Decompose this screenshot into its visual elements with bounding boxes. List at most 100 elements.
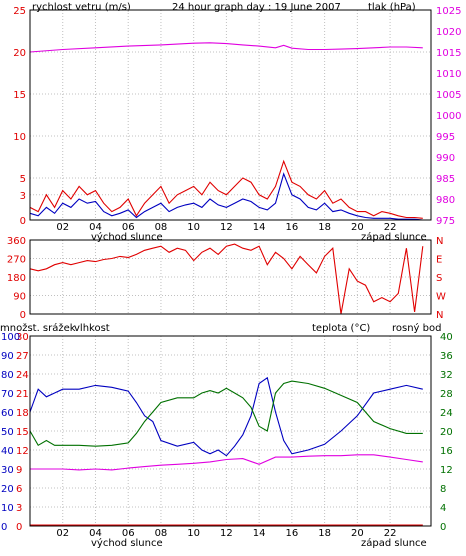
humidity-x-tick-label: 02 (56, 528, 69, 539)
wind-speed-axis-label: rychlost vetru (m/s) (32, 2, 131, 13)
humidity-tick-label: 40 (1, 446, 14, 457)
rain-tick-label: 21 (16, 389, 29, 400)
rain-tick-label: 6 (16, 484, 22, 495)
rain-tick-label: 27 (16, 351, 29, 362)
pressure-tick-label: 990 (436, 153, 455, 164)
humidity-x-tick-label: 22 (384, 528, 397, 539)
pressure-tick-label: 985 (436, 174, 455, 185)
humidity-tick-label: 50 (1, 427, 14, 438)
sunset-label-bottom: západ slunce (361, 537, 427, 549)
wind-speed-tick-label: 20 (13, 48, 26, 59)
wind-x-tick-label: 08 (155, 222, 168, 233)
humidity-panel-grid (30, 336, 431, 526)
direction-panel-frame (29, 239, 432, 315)
humidity-tick-label: 10 (1, 503, 14, 514)
rain-tick-label: 0 (16, 522, 22, 533)
rain-tick-label: 18 (16, 408, 29, 419)
temperature-tick-label: 16 (440, 446, 453, 457)
pressure-tick-label: 1025 (436, 6, 461, 17)
rain-tick-label: 9 (16, 465, 22, 476)
humidity-tick-label: 70 (1, 389, 14, 400)
direction-panel-degree-ticks: 0 90 180 270 360 (7, 236, 26, 321)
wind-panel-x-ticks: 02 04 06 08 10 12 14 16 18 20 22 (56, 222, 396, 233)
direction-tick-label: 90 (13, 292, 26, 303)
temperature-ticks: 0 4 8 12 16 20 24 28 32 36 40 (440, 332, 453, 533)
dewpoint-axis-label: rosný bod (392, 322, 441, 334)
wind-speed-tick-label: 0 (20, 216, 26, 227)
humidity-tick-label: 80 (1, 370, 14, 381)
humidity-tick-label: 90 (1, 351, 14, 362)
series-dewpoint-line (30, 454, 423, 471)
pressure-tick-label: 1010 (436, 69, 461, 80)
wind-x-tick-label: 06 (122, 222, 135, 233)
sunrise-label-bottom: východ slunce (91, 537, 163, 549)
pressure-tick-label: 975 (436, 216, 455, 227)
wind-x-tick-label: 10 (187, 222, 200, 233)
wind-x-tick-label: 18 (318, 222, 331, 233)
temperature-tick-label: 4 (440, 503, 446, 514)
humidity-x-tick-label: 08 (155, 528, 168, 539)
humidity-tick-label: 0 (1, 522, 7, 533)
rain-axis-label: množst. srážek (0, 322, 76, 334)
series-temperature-line (29, 380, 423, 447)
temperature-tick-label: 12 (440, 465, 453, 476)
wind-x-tick-label: 12 (220, 222, 233, 233)
wind-panel-frame (29, 9, 432, 221)
temperature-tick-label: 32 (440, 370, 453, 381)
sunset-label: západ slunce (361, 231, 427, 243)
series-humidity-line (29, 376, 423, 457)
compass-label: N (436, 310, 443, 321)
temperature-tick-label: 20 (440, 427, 453, 438)
humidity-tick-label: 30 (1, 465, 14, 476)
wind-speed-tick-label: 3 (20, 191, 26, 202)
wind-speed-tick-label: 25 (13, 6, 26, 17)
temperature-tick-label: 40 (440, 332, 453, 343)
humidity-x-tick-label: 14 (253, 528, 266, 539)
humidity-x-tick-label: 04 (89, 528, 102, 539)
series-gust-line (29, 159, 423, 219)
direction-panel-grid (30, 240, 431, 314)
direction-tick-label: 360 (7, 236, 26, 247)
wind-speed-tick-label: 10 (13, 132, 26, 143)
pressure-tick-label: 1000 (436, 111, 461, 122)
sunrise-label: východ slunce (91, 231, 163, 243)
rain-tick-label: 24 (16, 370, 29, 381)
wind-x-tick-label: 14 (253, 222, 266, 233)
wind-panel-left-ticks: 0 3 5 10 15 20 25 (13, 6, 26, 227)
pressure-tick-label: 995 (436, 132, 455, 143)
wind-direction-line (29, 243, 424, 315)
pressure-tick-label: 1005 (436, 90, 461, 101)
humidity-x-tick-label: 06 (122, 528, 135, 539)
temperature-tick-label: 28 (440, 389, 453, 400)
wind-panel-series (29, 42, 423, 221)
pressure-axis-label: tlak (hPa) (368, 2, 416, 13)
humidity-x-tick-label: 20 (351, 528, 364, 539)
compass-label: S (436, 273, 442, 284)
humidity-tick-label: 20 (1, 484, 14, 495)
wind-panel-right-ticks: 975 980 985 990 995 1000 1005 1010 1015 1020 1025 (436, 6, 461, 227)
humidity-panel-series (29, 376, 423, 526)
series-avg-line (29, 172, 423, 221)
temperature-tick-label: 0 (440, 522, 446, 533)
humidity-x-tick-label: 16 (286, 528, 299, 539)
pressure-tick-label: 1015 (436, 48, 461, 59)
pressure-tick-label: 980 (436, 195, 455, 206)
compass-label: W (436, 292, 446, 303)
rain-tick-label: 3 (16, 503, 22, 514)
humidity-x-tick-label: 12 (220, 528, 233, 539)
compass-label: N (436, 236, 443, 247)
humidity-tick-label: 100 (1, 332, 20, 343)
humidity-panel-frame (29, 335, 432, 527)
rain-tick-label: 15 (16, 427, 29, 438)
rain-ticks: 0 3 6 9 12 15 18 21 24 27 30 (16, 332, 29, 533)
humidity-panel-x-ticks: 02 04 06 08 10 12 14 16 18 20 22 (56, 528, 396, 539)
temperature-tick-label: 36 (440, 351, 453, 362)
direction-tick-label: 270 (7, 255, 26, 266)
humidity-axis-label: vlhkost (74, 323, 110, 334)
wind-x-tick-label: 20 (351, 222, 364, 233)
direction-panel-series (29, 243, 424, 315)
temperature-tick-label: 8 (440, 484, 446, 495)
